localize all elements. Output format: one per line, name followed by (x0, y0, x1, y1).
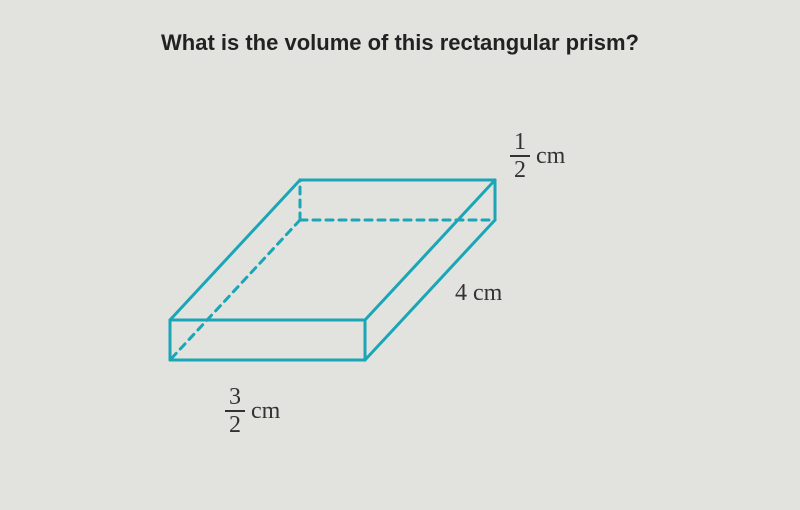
question-text: What is the volume of this rectangular p… (0, 30, 800, 56)
width-label: 3 2 cm (225, 385, 280, 437)
height-denominator: 2 (510, 155, 530, 182)
width-unit: cm (251, 398, 280, 425)
height-numerator: 1 (510, 130, 530, 155)
width-numerator: 3 (225, 385, 245, 410)
width-denominator: 2 (225, 410, 245, 437)
length-text: 4 cm (455, 280, 502, 307)
height-label: 1 2 cm (510, 130, 565, 182)
length-label: 4 cm (455, 280, 502, 307)
height-fraction: 1 2 (510, 130, 530, 182)
width-fraction: 3 2 (225, 385, 245, 437)
height-unit: cm (536, 143, 565, 170)
